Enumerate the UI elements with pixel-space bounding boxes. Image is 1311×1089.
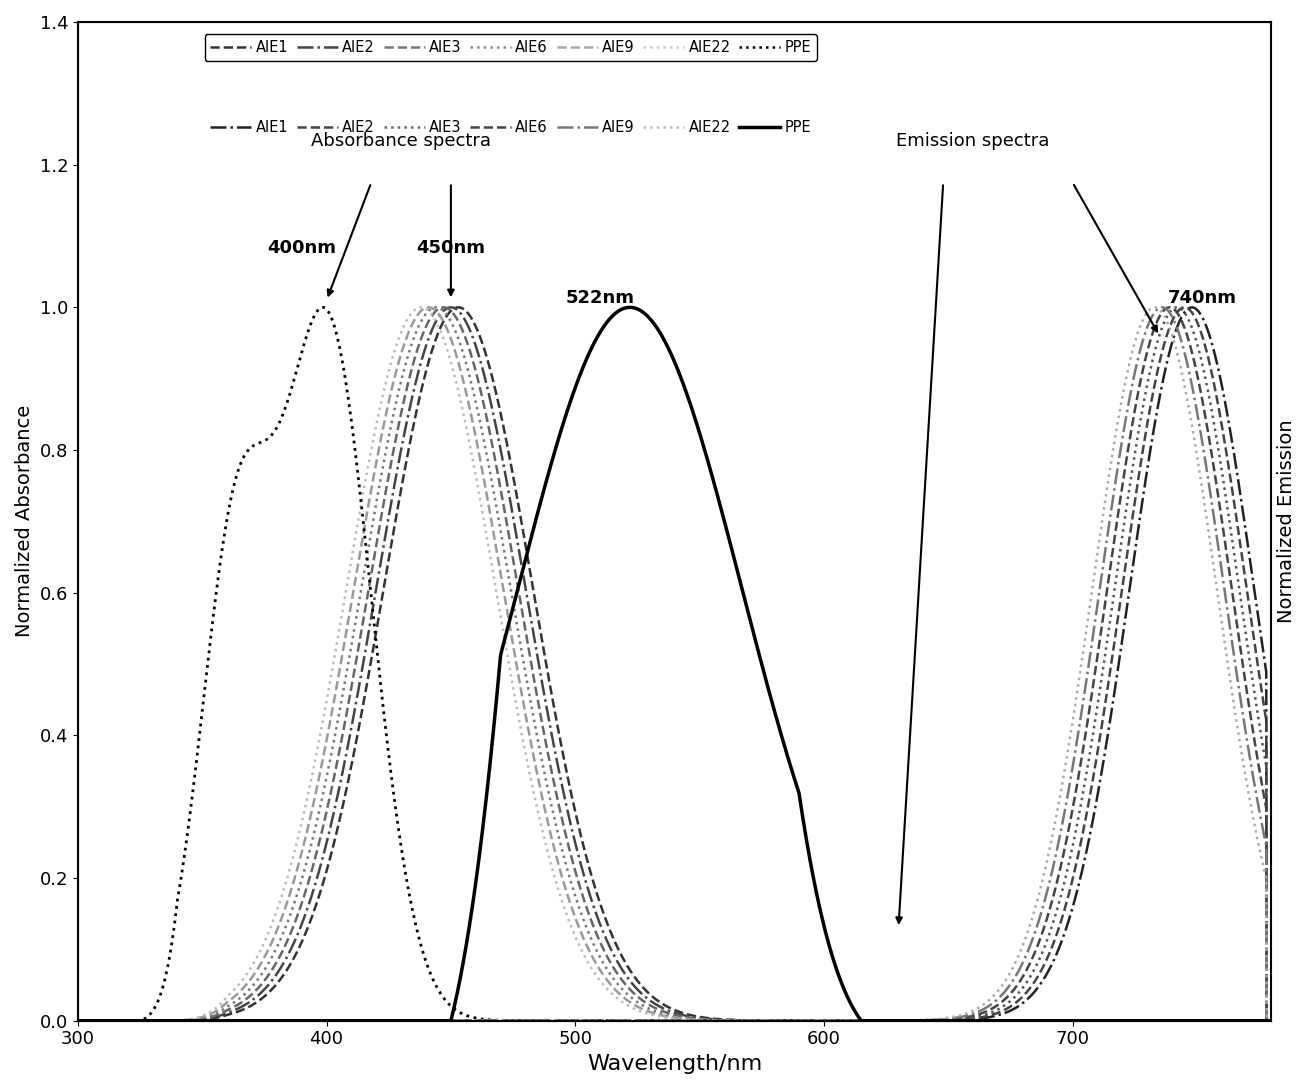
Y-axis label: Normalized Emission: Normalized Emission <box>1277 419 1297 623</box>
Legend: AIE1, AIE2, AIE3, AIE6, AIE9, AIE22, PPE: AIE1, AIE2, AIE3, AIE6, AIE9, AIE22, PPE <box>205 114 817 140</box>
Text: 400nm: 400nm <box>267 240 336 257</box>
Text: 522nm: 522nm <box>565 290 635 307</box>
Y-axis label: Normalized Absorbance: Normalized Absorbance <box>14 405 34 637</box>
Text: 740nm: 740nm <box>1167 290 1236 307</box>
Text: 450nm: 450nm <box>417 240 485 257</box>
Text: Absorbance spectra: Absorbance spectra <box>311 133 492 150</box>
X-axis label: Wavelength/nm: Wavelength/nm <box>587 1054 762 1074</box>
Text: Emission spectra: Emission spectra <box>897 133 1050 150</box>
